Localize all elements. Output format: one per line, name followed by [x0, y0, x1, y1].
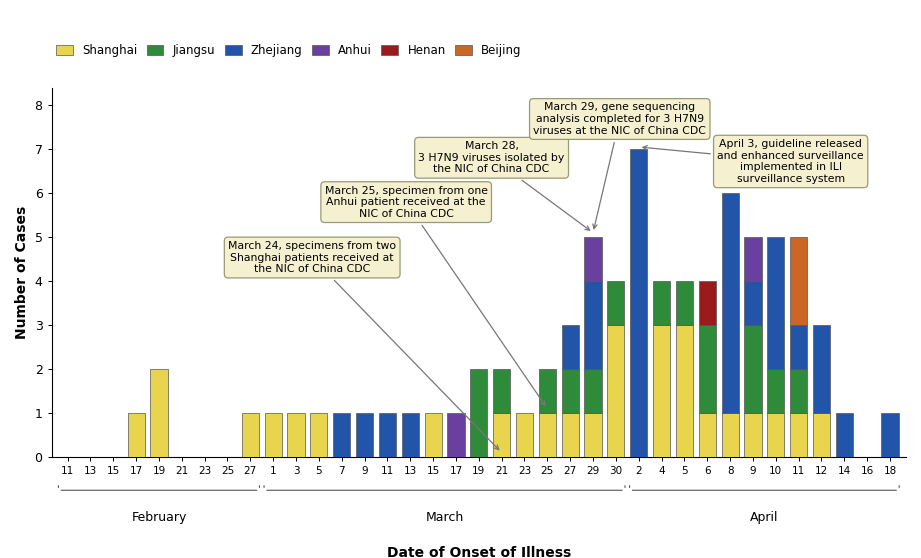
- Bar: [630, 149, 647, 457]
- Bar: [744, 237, 762, 281]
- Bar: [493, 369, 510, 413]
- Bar: [516, 413, 533, 457]
- Bar: [287, 413, 305, 457]
- Text: Date of Onset of Illness: Date of Onset of Illness: [387, 546, 571, 558]
- Bar: [699, 325, 716, 413]
- Bar: [562, 413, 578, 457]
- Bar: [402, 413, 419, 457]
- Bar: [767, 369, 785, 413]
- Bar: [493, 413, 510, 457]
- Bar: [790, 413, 807, 457]
- Bar: [653, 325, 670, 457]
- Bar: [539, 369, 556, 413]
- Bar: [699, 413, 716, 457]
- Bar: [539, 413, 556, 457]
- Legend: Shanghai, Jiangsu, Zhejiang, Anhui, Henan, Beijing: Shanghai, Jiangsu, Zhejiang, Anhui, Hena…: [52, 40, 526, 62]
- Bar: [333, 413, 350, 457]
- Text: April: April: [750, 511, 778, 523]
- Bar: [607, 325, 624, 457]
- Text: February: February: [132, 511, 187, 523]
- Bar: [310, 413, 328, 457]
- Bar: [790, 369, 807, 413]
- Text: March 28,
3 H7N9 viruses isolated by
the NIC of China CDC: March 28, 3 H7N9 viruses isolated by the…: [418, 141, 589, 230]
- Bar: [585, 413, 601, 457]
- Bar: [744, 325, 762, 413]
- Bar: [767, 413, 785, 457]
- Bar: [653, 281, 670, 325]
- Bar: [607, 281, 624, 325]
- Bar: [790, 325, 807, 369]
- Bar: [585, 281, 601, 369]
- Bar: [699, 281, 716, 325]
- Text: March: March: [426, 511, 463, 523]
- Bar: [813, 413, 830, 457]
- Bar: [585, 369, 601, 413]
- Bar: [585, 237, 601, 281]
- Text: March 24, specimens from two
Shanghai patients received at
the NIC of China CDC: March 24, specimens from two Shanghai pa…: [228, 241, 499, 450]
- Bar: [835, 413, 853, 457]
- Bar: [264, 413, 282, 457]
- Bar: [127, 413, 145, 457]
- Bar: [744, 281, 762, 325]
- Text: April 3, guideline released
and enhanced surveillance
implemented in ILI
surveil: April 3, guideline released and enhanced…: [643, 139, 864, 184]
- Bar: [721, 193, 739, 413]
- Y-axis label: Number of Cases: Number of Cases: [15, 206, 29, 339]
- Bar: [767, 237, 785, 369]
- Bar: [813, 325, 830, 413]
- Bar: [744, 413, 762, 457]
- Bar: [150, 369, 168, 457]
- Bar: [790, 237, 807, 325]
- Bar: [379, 413, 396, 457]
- Bar: [356, 413, 373, 457]
- Bar: [881, 413, 899, 457]
- Text: March 25, specimen from one
Anhui patient received at the
NIC of China CDC: March 25, specimen from one Anhui patien…: [325, 185, 545, 405]
- Bar: [448, 413, 464, 457]
- Bar: [721, 413, 739, 457]
- Bar: [425, 413, 442, 457]
- Bar: [676, 325, 693, 457]
- Bar: [471, 369, 487, 457]
- Bar: [562, 325, 578, 369]
- Text: March 29, gene sequencing
analysis completed for 3 H7N9
viruses at the NIC of Ch: March 29, gene sequencing analysis compl…: [533, 103, 706, 229]
- Bar: [242, 413, 259, 457]
- Bar: [676, 281, 693, 325]
- Bar: [562, 369, 578, 413]
